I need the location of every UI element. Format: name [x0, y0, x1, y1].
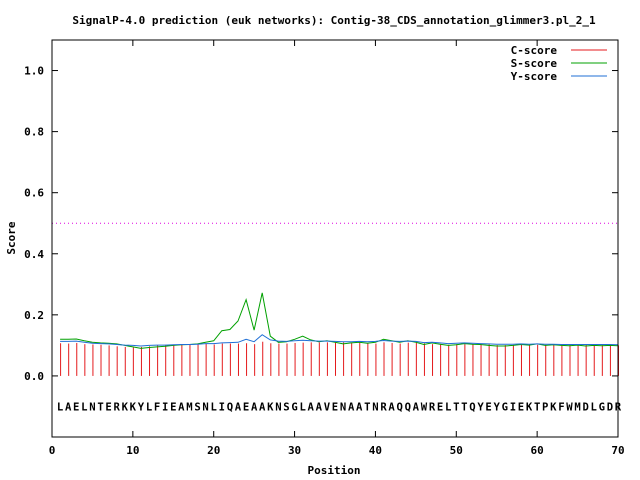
sequence-residue: A — [65, 401, 72, 413]
sequence-residue: A — [178, 401, 185, 413]
sequence-residue: A — [348, 401, 355, 413]
s-score-line — [60, 292, 619, 349]
sequence-residue: N — [340, 401, 346, 413]
sequence-residue: L — [57, 401, 63, 413]
legend-label: Y-score — [511, 70, 558, 83]
sequence-residue: L — [591, 401, 597, 413]
sequence-residue: E — [243, 401, 249, 413]
sequence-residue: D — [607, 401, 613, 413]
sequence-residue: E — [485, 401, 491, 413]
sequence-residue: P — [542, 401, 548, 413]
sequence-residue: D — [582, 401, 588, 413]
sequence-residue: T — [364, 401, 370, 413]
sequence-residue: G — [502, 401, 508, 413]
plot-frame — [51, 39, 619, 438]
sequence-residue: I — [510, 401, 516, 413]
sequence-residue: T — [461, 401, 467, 413]
sequence-residue: N — [202, 401, 208, 413]
sequence-residue: E — [73, 401, 79, 413]
legend-label: S-score — [511, 57, 558, 70]
sequence-residue: K — [267, 401, 274, 413]
x-tick-label: 0 — [49, 444, 56, 457]
chart-title: SignalP-4.0 prediction (euk networks): C… — [72, 14, 596, 27]
sequence-residue: F — [558, 401, 564, 413]
sequence-residue: L — [211, 401, 217, 413]
sequence-residue: L — [146, 401, 152, 413]
sequence-residue: W — [421, 401, 428, 413]
y-tick-label: 0.0 — [24, 370, 44, 383]
sequence-residue: K — [550, 401, 557, 413]
sequence-residue: Q — [405, 401, 411, 413]
y-tick-label: 0.2 — [24, 309, 44, 322]
sequence-residue: W — [566, 401, 573, 413]
sequence-residue: S — [283, 401, 289, 413]
sequence-residue: S — [194, 401, 200, 413]
sequence-residue: L — [81, 401, 87, 413]
sequence-residue: I — [162, 401, 168, 413]
sequence-residue: L — [445, 401, 451, 413]
sequence-residue: E — [105, 401, 111, 413]
sequence-residue: E — [332, 401, 338, 413]
x-tick-label: 10 — [126, 444, 139, 457]
sequence-residue: R — [380, 401, 387, 413]
legend-label: C-score — [511, 44, 558, 57]
sequence-residue: F — [154, 401, 160, 413]
sequence-residue: M — [574, 401, 580, 413]
x-tick-label: 20 — [207, 444, 220, 457]
sequence-residue: N — [89, 401, 95, 413]
y-tick-label: 0.6 — [24, 187, 44, 200]
sequence-residue: Y — [494, 401, 501, 413]
sequence-residue: Y — [477, 401, 484, 413]
sequence-residue: Q — [469, 401, 475, 413]
sequence-residue: I — [219, 401, 225, 413]
x-axis-label: Position — [308, 464, 361, 477]
sequence-residue: Y — [138, 401, 145, 413]
x-tick-label: 30 — [288, 444, 301, 457]
sequence-residue: V — [324, 401, 331, 413]
sequence-residue: E — [437, 401, 443, 413]
sequence-residue: R — [429, 401, 436, 413]
sequence-residue: K — [526, 401, 533, 413]
sequence-residue: N — [275, 401, 281, 413]
sequence-residue: T — [534, 401, 540, 413]
sequence-residue: G — [599, 401, 605, 413]
y-tick-label: 1.0 — [24, 65, 44, 78]
sequence-residue: Q — [396, 401, 402, 413]
sequence-residue: A — [259, 401, 266, 413]
sequence-residue: T — [453, 401, 459, 413]
x-tick-label: 60 — [531, 444, 544, 457]
sequence-residue: L — [299, 401, 305, 413]
sequence-residue: A — [316, 401, 323, 413]
x-tick-label: 50 — [450, 444, 463, 457]
sequence-residue: A — [388, 401, 395, 413]
y-tick-label: 0.8 — [24, 126, 44, 139]
sequence-residue: A — [251, 401, 258, 413]
sequence-residue: R — [113, 401, 120, 413]
sequence-residue: A — [413, 401, 420, 413]
sequence-residue: E — [518, 401, 524, 413]
sequence-residue: G — [291, 401, 297, 413]
y-tick-label: 0.4 — [24, 248, 44, 261]
sequence-residue: A — [235, 401, 242, 413]
sequence-residue: A — [308, 401, 315, 413]
sequence-residue: K — [130, 401, 137, 413]
sequence-residue: K — [122, 401, 129, 413]
sequence-residue: N — [372, 401, 378, 413]
sequence-residue: A — [356, 401, 363, 413]
sequence-residue: E — [170, 401, 176, 413]
sequence-residue: Q — [227, 401, 233, 413]
sequence-residue: T — [97, 401, 103, 413]
y-score-line — [60, 334, 619, 347]
x-tick-label: 70 — [611, 444, 624, 457]
x-tick-label: 40 — [369, 444, 382, 457]
y-axis-label: Score — [5, 221, 18, 254]
sequence-residue: M — [186, 401, 192, 413]
